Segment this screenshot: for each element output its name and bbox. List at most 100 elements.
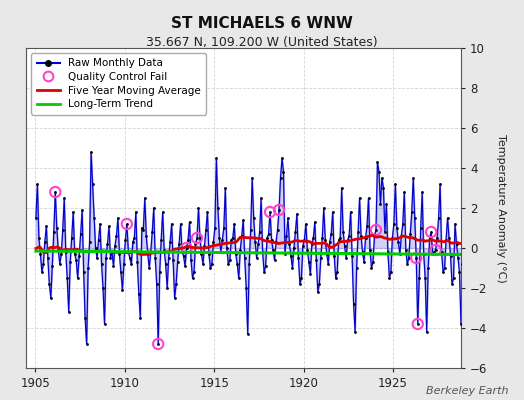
Point bbox=[481, 209, 489, 215]
Point bbox=[421, 275, 429, 281]
Point bbox=[400, 189, 409, 195]
Point bbox=[313, 289, 322, 295]
Point bbox=[329, 209, 337, 215]
Point bbox=[75, 253, 83, 259]
Point bbox=[345, 233, 353, 239]
Point bbox=[152, 281, 161, 287]
Point bbox=[479, 221, 487, 227]
Point bbox=[413, 321, 422, 327]
Point bbox=[457, 321, 465, 327]
Point bbox=[170, 295, 179, 301]
Point bbox=[258, 249, 267, 255]
Point bbox=[433, 235, 441, 241]
Point bbox=[185, 219, 194, 225]
Point bbox=[272, 239, 280, 245]
Point bbox=[52, 225, 61, 231]
Point bbox=[427, 229, 435, 235]
Point bbox=[237, 233, 246, 239]
Point bbox=[91, 245, 100, 251]
Point bbox=[127, 261, 136, 267]
Point bbox=[190, 269, 198, 275]
Point bbox=[87, 149, 95, 155]
Point bbox=[99, 285, 107, 291]
Point bbox=[442, 237, 450, 243]
Point bbox=[342, 255, 351, 261]
Point bbox=[470, 181, 478, 187]
Point bbox=[274, 227, 282, 233]
Point bbox=[241, 255, 249, 261]
Point bbox=[382, 201, 390, 207]
Point bbox=[413, 321, 422, 327]
Point bbox=[290, 245, 298, 251]
Point bbox=[485, 173, 494, 179]
Point bbox=[311, 219, 319, 225]
Point bbox=[487, 241, 495, 247]
Point bbox=[420, 251, 428, 257]
Point bbox=[275, 207, 283, 213]
Point bbox=[244, 331, 252, 337]
Point bbox=[509, 241, 517, 247]
Point bbox=[431, 247, 440, 253]
Point bbox=[306, 271, 314, 277]
Point bbox=[443, 215, 452, 221]
Point bbox=[397, 233, 406, 239]
Point bbox=[373, 159, 381, 165]
Y-axis label: Temperature Anomaly (°C): Temperature Anomaly (°C) bbox=[496, 134, 506, 282]
Point bbox=[517, 275, 524, 281]
Point bbox=[315, 281, 323, 287]
Point bbox=[281, 251, 289, 257]
Point bbox=[278, 155, 286, 161]
Point bbox=[123, 221, 131, 227]
Point bbox=[177, 221, 185, 227]
Point bbox=[103, 241, 112, 247]
Point bbox=[463, 175, 471, 181]
Point bbox=[323, 251, 331, 257]
Point bbox=[110, 263, 118, 269]
Point bbox=[378, 175, 386, 181]
Point bbox=[239, 217, 247, 223]
Point bbox=[333, 269, 341, 275]
Point bbox=[209, 239, 217, 245]
Point bbox=[503, 255, 511, 261]
Legend: Raw Monthly Data, Quality Control Fail, Five Year Moving Average, Long-Term Tren: Raw Monthly Data, Quality Control Fail, … bbox=[31, 53, 206, 114]
Point bbox=[161, 261, 170, 267]
Point bbox=[182, 245, 191, 251]
Point bbox=[223, 245, 231, 251]
Point bbox=[266, 209, 274, 215]
Point bbox=[68, 235, 76, 241]
Point bbox=[275, 207, 283, 213]
Point bbox=[455, 269, 464, 275]
Point bbox=[197, 251, 205, 257]
Point bbox=[253, 255, 261, 261]
Point bbox=[320, 205, 328, 211]
Point bbox=[117, 269, 125, 275]
Point bbox=[156, 269, 164, 275]
Point bbox=[327, 231, 335, 237]
Point bbox=[245, 261, 254, 267]
Point bbox=[405, 255, 413, 261]
Point bbox=[39, 261, 48, 267]
Point bbox=[270, 257, 279, 263]
Point bbox=[142, 233, 150, 239]
Point bbox=[246, 227, 255, 233]
Point bbox=[236, 247, 244, 253]
Point bbox=[418, 189, 427, 195]
Point bbox=[434, 215, 443, 221]
Point bbox=[475, 325, 483, 331]
Point bbox=[126, 255, 134, 261]
Point bbox=[199, 261, 207, 267]
Point bbox=[36, 251, 45, 257]
Point bbox=[452, 241, 461, 247]
Point bbox=[59, 227, 67, 233]
Point bbox=[194, 205, 203, 211]
Point bbox=[71, 251, 79, 257]
Point bbox=[220, 225, 228, 231]
Point bbox=[369, 259, 377, 265]
Point bbox=[63, 275, 71, 281]
Point bbox=[464, 229, 473, 235]
Point bbox=[494, 239, 503, 245]
Point bbox=[409, 175, 418, 181]
Point bbox=[61, 249, 70, 255]
Point bbox=[182, 245, 191, 251]
Point bbox=[284, 215, 292, 221]
